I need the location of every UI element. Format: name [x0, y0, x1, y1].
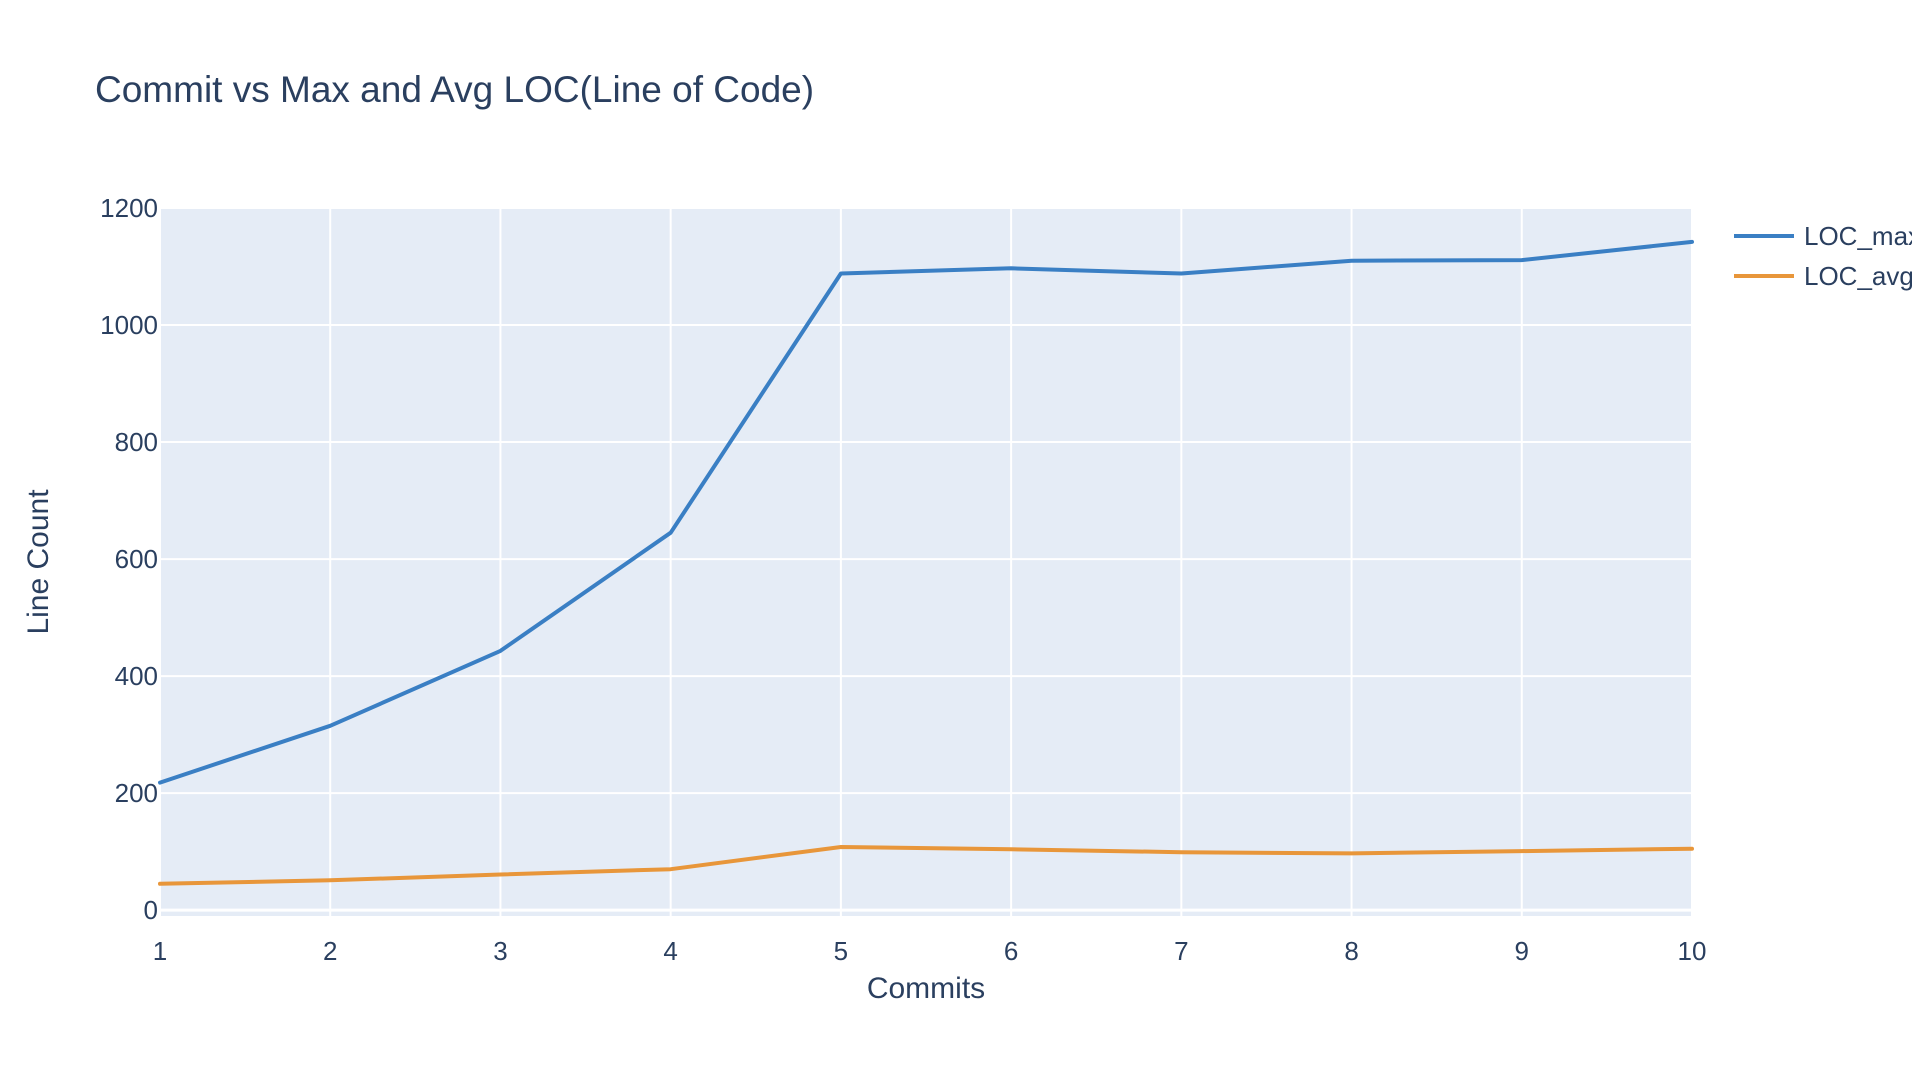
x-tick-label: 4 — [663, 936, 677, 966]
axis-ticks: 1 2 3 4 5 6 7 8 9 10 0 200 400 600 800 1000 1200 — [100, 193, 1706, 966]
legend: LOC_max LOC_avg — [1734, 221, 1912, 291]
y-axis-title: Line Count — [22, 489, 55, 635]
y-tick-label: 200 — [115, 778, 158, 808]
x-tick-label: 7 — [1174, 936, 1188, 966]
x-tick-label: 5 — [834, 936, 848, 966]
legend-label: LOC_max — [1804, 221, 1912, 251]
y-tick-label: 0 — [144, 895, 158, 925]
y-tick-label: 800 — [115, 427, 158, 457]
y-tick-label: 1200 — [100, 193, 158, 223]
x-tick-label: 10 — [1678, 936, 1707, 966]
x-tick-label: 6 — [1004, 936, 1018, 966]
series-line-loc-max — [158, 239, 1694, 785]
gridlines — [159, 207, 1693, 916]
y-tick-label: 600 — [115, 544, 158, 574]
x-tick-label: 2 — [323, 936, 337, 966]
y-tick-label: 400 — [115, 661, 158, 691]
x-axis-title: Commits — [867, 972, 985, 1005]
x-tick-label: 8 — [1344, 936, 1358, 966]
legend-label: LOC_avg — [1804, 261, 1912, 291]
chart-title: Commit vs Max and Avg LOC(Line of Code) — [95, 69, 814, 110]
x-tick-label: 3 — [493, 936, 507, 966]
y-tick-label: 1000 — [100, 310, 158, 340]
x-tick-label: 9 — [1515, 936, 1529, 966]
series-line-loc-avg — [158, 845, 1694, 886]
x-tick-label: 1 — [153, 936, 167, 966]
plot-area — [160, 208, 1692, 916]
series-lines — [158, 239, 1694, 886]
